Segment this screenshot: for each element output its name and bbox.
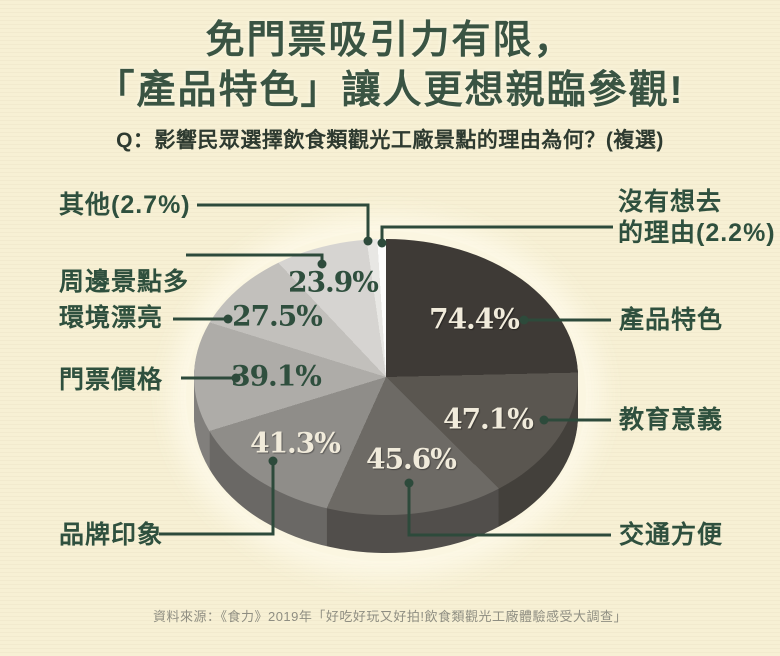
callout-label-nearby-attractions: 周邊景點多: [59, 268, 190, 296]
callout-label-convenient-transport: 交通方便: [619, 521, 724, 549]
callout-label-no-reason-line2: 的理由(2.2%): [618, 219, 776, 247]
slice-value-brand-image: 41.3%: [250, 426, 341, 460]
page-title-line1: 免門票吸引力有限，: [205, 19, 575, 62]
page-title: 免門票吸引力有限， 「產品特色」讓人更想親臨參觀!: [0, 16, 780, 116]
callout-label-other: 其他(2.7%): [59, 191, 191, 219]
source-text: 資料來源：《食力》2019年「好吃好玩又好拍!飲食類觀光工廠體驗感受大調查」: [152, 609, 628, 624]
slice-value-educational-value: 47.1%: [443, 402, 534, 436]
callout-label-educational-value: 教育意義: [619, 406, 724, 434]
callout-label-brand-image: 品牌印象: [59, 521, 164, 549]
callout-label-no-reason-to-visit: 沒有想去 的理由(2.2%): [618, 187, 776, 249]
callout-label-pretty-environment: 環境漂亮: [59, 304, 164, 332]
slice-value-convenient-transport: 45.6%: [366, 442, 457, 476]
callout-label-product-feature: 產品特色: [619, 306, 724, 334]
slice-value-nearby-attractions: 23.9%: [288, 265, 379, 299]
slice-value-ticket-price: 39.1%: [231, 359, 322, 393]
slice-value-product-feature: 74.4%: [429, 302, 520, 336]
slice-value-pretty-environment: 27.5%: [232, 299, 323, 333]
chart-question: Q：影響民眾選擇飲食類觀光工廠景點的理由為何？(複選): [116, 129, 664, 152]
callout-label-ticket-price: 門票價格: [59, 366, 164, 394]
page-title-line2: 「產品特色」讓人更想親臨參觀!: [95, 69, 685, 112]
pie-chart: [194, 239, 578, 553]
leader-line-other: [197, 203, 370, 238]
callout-label-no-reason-line1: 沒有想去: [618, 188, 723, 216]
